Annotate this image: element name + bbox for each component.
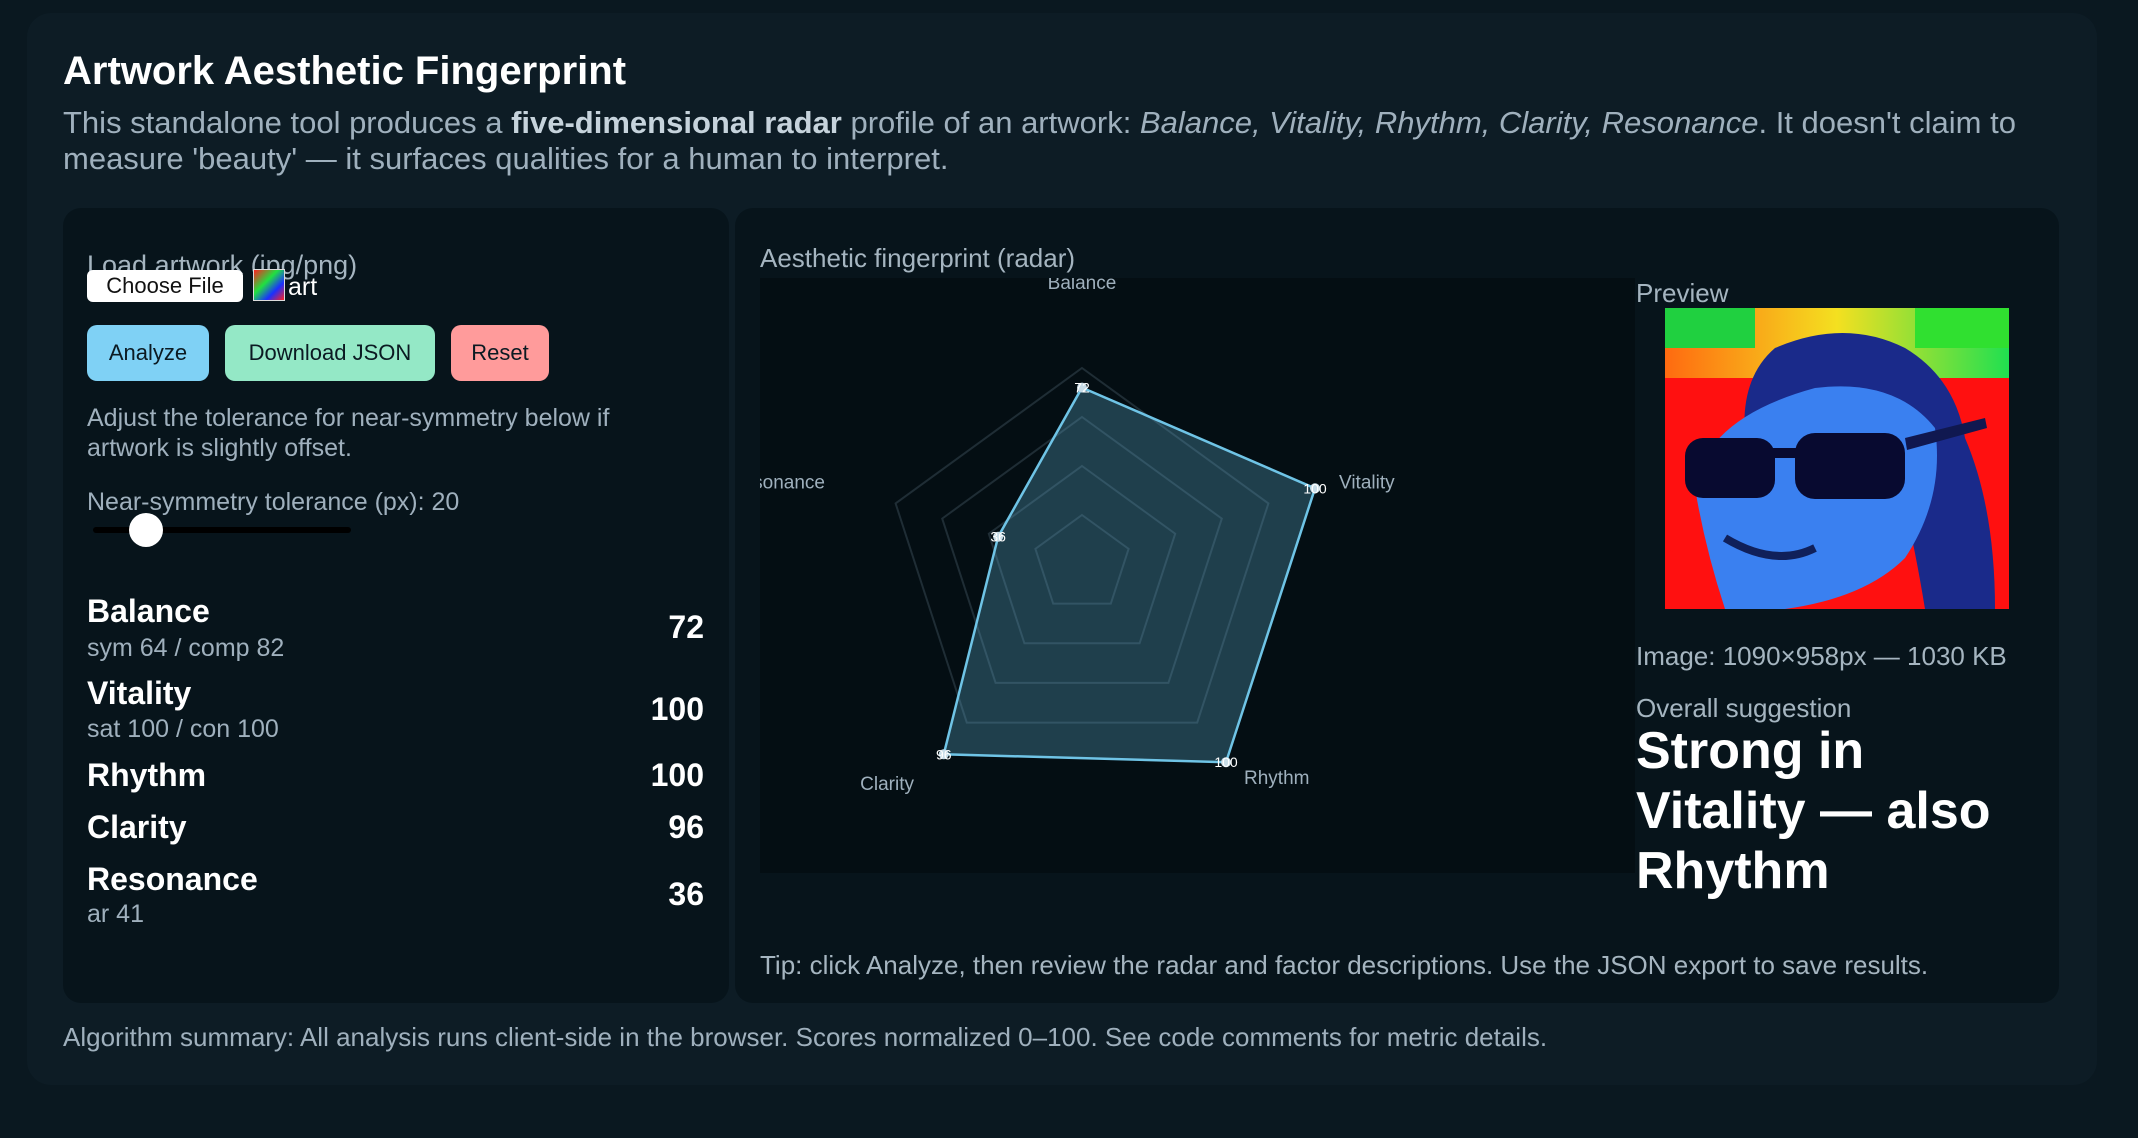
radar-value-label-rhythm: 100 xyxy=(1214,754,1238,770)
radar-title: Aesthetic fingerprint (radar) xyxy=(760,243,1076,273)
metric-balance-sub: sym 64 / comp 82 xyxy=(87,634,285,662)
radar-series-area xyxy=(942,386,1317,764)
radar-value-label-resonance: 36 xyxy=(990,529,1006,545)
intro-text: This standalone tool produces a five-dim… xyxy=(63,105,2016,176)
file-name: art xyxy=(288,273,318,301)
radar-point-balance xyxy=(1077,382,1087,393)
radar-grid-ring-1 xyxy=(1034,513,1130,605)
choose-file-button[interactable]: Choose File xyxy=(87,270,243,302)
radar-svg: 72 100 100 96 36 Balance Vitality Rhythm Clarity… xyxy=(760,278,1395,795)
artwork-preview-image xyxy=(1665,308,2009,609)
tolerance-slider-thumb[interactable] xyxy=(129,513,163,547)
radar-grid-ring-2 xyxy=(987,464,1177,645)
radar-axis-label-balance: Balance xyxy=(1048,278,1117,294)
app-container: Artwork Aesthetic Fingerprint This stand… xyxy=(27,13,2097,1085)
metric-rhythm-score: 100 xyxy=(650,757,704,793)
radar-grid-ring-4 xyxy=(894,366,1270,724)
metric-resonance-score: 36 xyxy=(668,876,704,912)
tolerance-slider-track[interactable] xyxy=(93,527,351,533)
radar-point-rhythm xyxy=(1221,757,1232,768)
metric-vitality-score: 100 xyxy=(650,691,704,727)
metric-balance-name: Balance xyxy=(87,593,210,629)
algorithm-summary: Algorithm summary: All analysis runs cli… xyxy=(63,1022,1548,1052)
radar-grid-ring-3 xyxy=(941,415,1223,684)
radar-value-label-vitality: 100 xyxy=(1303,480,1327,496)
image-info: Image: 1090×958px — 1030 KB xyxy=(1636,641,2007,671)
radar-axis-label-clarity: Clarity xyxy=(860,774,914,795)
intro-italic: Balance, Vitality, Rhythm, Clarity, Reso… xyxy=(1139,105,1759,140)
overall-suggestion-text: Strong in Vitality — also Rhythm xyxy=(1636,722,1991,900)
metric-balance-score: 72 xyxy=(668,609,704,645)
download-json-button[interactable]: Download JSON xyxy=(225,325,435,381)
radar-point-vitality xyxy=(1310,483,1321,494)
radar-point-resonance xyxy=(993,531,1004,542)
page-title: Artwork Aesthetic Fingerprint xyxy=(63,49,627,93)
intro-bold: five-dimensional radar xyxy=(511,105,842,140)
file-thumbnail xyxy=(253,269,285,301)
tip-text: Tip: click Analyze, then review the rada… xyxy=(760,950,1929,980)
metric-vitality-sub: sat 100 / con 100 xyxy=(87,715,279,743)
metric-rhythm-name: Rhythm xyxy=(87,757,207,793)
radar-value-label-balance: 72 xyxy=(1074,380,1090,396)
symmetry-hint: Adjust the tolerance for near-symmetry b… xyxy=(87,404,610,462)
results-panel: Aesthetic fingerprint (radar) 72 100 100 96… xyxy=(735,208,2059,1003)
radar-point-clarity xyxy=(938,749,949,760)
controls-panel: Load artwork (jpg/png) Choose File art A… xyxy=(63,208,729,1003)
radar-chart: 72 100 100 96 36 Balance Vitality Rhythm Clarity… xyxy=(760,278,1635,873)
metric-resonance-name: Resonance xyxy=(87,861,258,897)
metric-resonance-sub: ar 41 xyxy=(87,900,144,928)
tolerance-label: Near-symmetry tolerance (px): 20 xyxy=(87,488,460,516)
overall-suggestion-label: Overall suggestion xyxy=(1636,693,1852,723)
reset-button[interactable]: Reset xyxy=(451,325,549,381)
metric-clarity-score: 96 xyxy=(668,809,704,845)
radar-axis-label-vitality: Vitality xyxy=(1339,472,1395,493)
radar-axis-label-resonance: Resonance xyxy=(760,472,825,493)
metric-clarity-name: Clarity xyxy=(87,809,187,845)
metric-vitality-name: Vitality xyxy=(87,675,192,711)
analyze-button[interactable]: Analyze xyxy=(87,325,209,381)
preview-label: Preview xyxy=(1636,278,1729,308)
radar-axis-label-rhythm: Rhythm xyxy=(1244,768,1309,789)
radar-value-label-clarity: 96 xyxy=(936,746,952,762)
